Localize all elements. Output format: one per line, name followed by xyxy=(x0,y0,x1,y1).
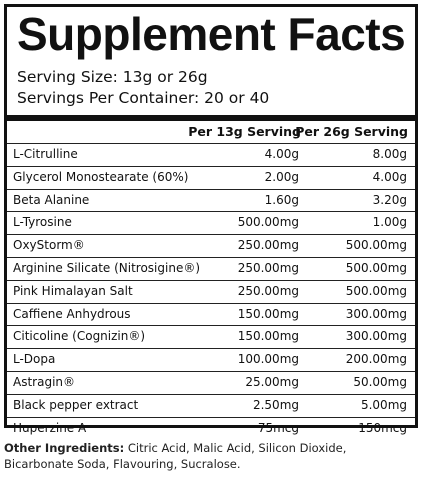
column-header-13g: Per 13g Serving xyxy=(188,124,301,139)
table-row: Astragin® 25.00mg 50.00mg xyxy=(7,370,415,394)
table-row: Citicoline (Cognizin®) 150.00mg 300.00mg xyxy=(7,325,415,348)
other-ingredients-label: Other Ingredients: xyxy=(4,441,125,455)
table-row: Huperzine A 75mcg 150mcg xyxy=(7,416,415,440)
table-row: Caffiene Anhydrous 150.00mg 300.00mg xyxy=(7,302,415,326)
amount-13g: 150.00mg xyxy=(237,306,299,321)
amount-26g: 1.00g xyxy=(372,215,407,230)
table-row: L-Citrulline 4.00g 8.00g xyxy=(7,143,415,166)
ingredient-name: Black pepper extract xyxy=(13,397,139,412)
ingredient-table: L-Citrulline 4.00g 8.00g Glycerol Monostear… xyxy=(7,143,415,439)
amount-26g: 500.00mg xyxy=(345,238,407,253)
servings-per-container: Servings Per Container: 20 or 40 xyxy=(17,89,270,107)
amount-26g: 200.00mg xyxy=(345,352,407,367)
amount-13g: 2.50mg xyxy=(252,397,299,412)
ingredient-name: L-Tyrosine xyxy=(13,215,72,230)
amount-13g: 1.60g xyxy=(264,192,299,207)
other-ingredients-text: Citric Acid, Malic Acid, Silicon Dioxide… xyxy=(4,441,347,471)
amount-26g: 3.20g xyxy=(372,192,407,207)
serving-size: Serving Size: 13g or 26g xyxy=(17,68,208,86)
table-row: Pink Himalayan Salt 250.00mg 500.00mg xyxy=(7,279,415,303)
amount-26g: 4.00g xyxy=(372,169,407,184)
other-ingredients: Other Ingredients: Citric Acid, Malic Ac… xyxy=(4,440,418,472)
ingredient-name: Caffiene Anhydrous xyxy=(13,306,131,321)
amount-13g: 150.00mg xyxy=(237,329,299,344)
amount-13g: 250.00mg xyxy=(237,260,299,275)
amount-26g: 500.00mg xyxy=(345,283,407,298)
amount-26g: 300.00mg xyxy=(345,306,407,321)
table-row: Beta Alanine 1.60g 3.20g xyxy=(7,188,415,212)
amount-13g: 75mcg xyxy=(257,420,299,435)
amount-13g: 25.00mg xyxy=(245,374,299,389)
ingredient-name: OxyStorm® xyxy=(13,238,85,253)
column-header-26g: Per 26g Serving xyxy=(295,124,408,139)
amount-26g: 150mcg xyxy=(358,420,407,435)
amount-13g: 4.00g xyxy=(264,147,299,161)
header-divider xyxy=(7,115,415,121)
amount-26g: 300.00mg xyxy=(345,329,407,344)
supplement-facts-panel: Supplement Facts Serving Size: 13g or 26… xyxy=(4,4,418,435)
amount-13g: 2.00g xyxy=(264,169,299,184)
ingredient-name: Arginine Silicate (Nitrosigine®) xyxy=(13,260,201,275)
ingredient-name: Beta Alanine xyxy=(13,192,90,207)
ingredient-name: Huperzine A xyxy=(13,420,87,435)
amount-13g: 250.00mg xyxy=(237,238,299,253)
ingredient-name: Citicoline (Cognizin®) xyxy=(13,329,146,344)
ingredient-name: L-Dopa xyxy=(13,352,56,367)
amount-26g: 500.00mg xyxy=(345,260,407,275)
table-row: L-Dopa 100.00mg 200.00mg xyxy=(7,348,415,371)
amount-13g: 500.00mg xyxy=(237,215,299,230)
ingredient-name: L-Citrulline xyxy=(13,147,78,161)
ingredient-name: Astragin® xyxy=(13,374,76,389)
table-row: Black pepper extract 2.50mg 5.00mg xyxy=(7,393,415,417)
amount-13g: 250.00mg xyxy=(237,283,299,298)
amount-26g: 50.00mg xyxy=(353,374,407,389)
table-row: L-Tyrosine 500.00mg 1.00g xyxy=(7,211,415,234)
amount-13g: 100.00mg xyxy=(237,352,299,367)
table-row: OxyStorm® 250.00mg 500.00mg xyxy=(7,234,415,257)
panel-title: Supplement Facts xyxy=(17,8,406,60)
ingredient-name: Glycerol Monostearate (60%) xyxy=(13,169,189,184)
amount-26g: 8.00g xyxy=(372,147,407,161)
table-row: Glycerol Monostearate (60%) 2.00g 4.00g xyxy=(7,165,415,189)
amount-26g: 5.00mg xyxy=(360,397,407,412)
ingredient-name: Pink Himalayan Salt xyxy=(13,283,133,298)
table-row: Arginine Silicate (Nitrosigine®) 250.00mg… xyxy=(7,256,415,280)
